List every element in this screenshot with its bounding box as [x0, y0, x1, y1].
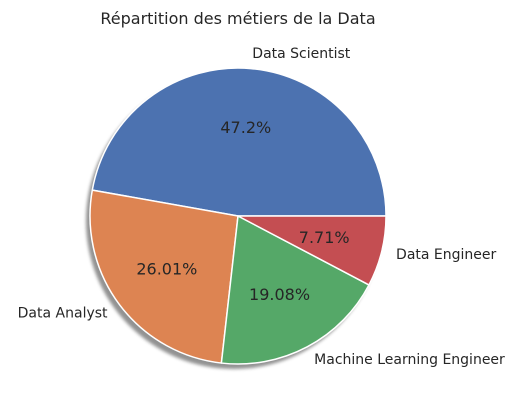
pie-slice-data-scientist [91, 67, 387, 217]
pie-percent-label-machine-learning-engineer: 19.08% [249, 285, 310, 304]
pie-labels: 47.2% Data Scientist 26.01% Data Analyst 19.… [18, 46, 505, 368]
pie-percent-label-data-scientist: 47.2% [220, 118, 271, 137]
pie-category-label-data-scientist: Data Scientist [252, 46, 351, 62]
pie-percent-label-data-engineer: 7.71% [299, 228, 350, 247]
chart-title: Répartition des métiers de la Data [100, 9, 375, 28]
pie-category-label-data-engineer: Data Engineer [396, 247, 496, 263]
pie-category-label-data-analyst: Data Analyst [18, 305, 108, 321]
pie-slices [89, 67, 387, 365]
pie-slice-data-engineer [237, 215, 387, 286]
pie-percent-label-data-analyst: 26.01% [136, 260, 197, 279]
pie-slice-machine-learning-engineer [220, 215, 370, 365]
pie-category-label-machine-learning-engineer: Machine Learning Engineer [314, 352, 505, 368]
pie-slice-data-analyst [89, 189, 239, 364]
